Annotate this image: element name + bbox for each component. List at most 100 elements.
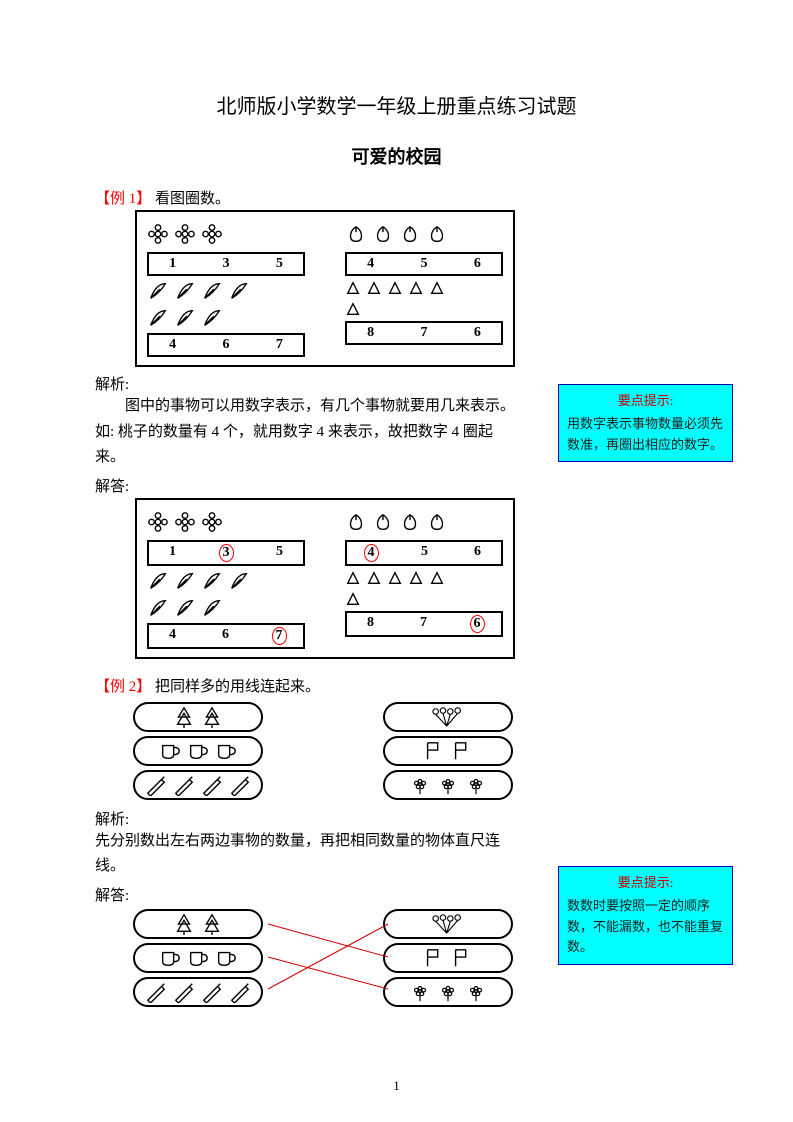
num: 1 [166,544,180,562]
flower-icon [437,981,459,1003]
tree-icon [173,913,195,935]
oval-trees [133,702,263,732]
tree-icon [173,706,195,728]
oval-trees [133,909,263,939]
flowers-numbox: 1 3 5 [147,252,305,276]
oval-cups [133,736,263,766]
triangle-icon [387,570,403,586]
oval-balloons [383,909,513,939]
num: 6 [219,627,233,645]
example2-title: 把同样多的用线连起来。 [155,679,320,695]
num: 7 [417,325,431,341]
peach-icon [372,511,394,533]
flag-icon [423,740,445,762]
flower-icon [147,223,169,245]
oval-pencils [133,770,263,800]
num: 4 [166,627,180,645]
leaves-numbox: 4 6 7 [147,333,305,357]
triangle-icon [345,280,361,296]
num: 3 [219,256,233,272]
peach-icon [426,511,448,533]
num: 5 [418,544,432,562]
example2-figure [125,698,565,804]
example2-tag: 【例 2】 [95,679,151,695]
flower-icon [437,774,459,796]
triangle-icon [345,570,361,586]
match-left [133,702,263,800]
match-left-ans [133,909,263,1007]
page-subtitle: 可爱的校园 [95,143,698,169]
leaf-icon [201,597,223,619]
flower-icon [409,774,431,796]
oval-flags [383,736,513,766]
triangles-numbox: 8 7 6 [345,321,503,345]
num: 5 [272,256,286,272]
triangle-icon [408,570,424,586]
leaves-icons [147,280,267,329]
leaf-icon [201,280,223,302]
flower-icon [201,223,223,245]
leaf-icon [147,280,169,302]
triangles-icons [345,570,445,607]
flower-icon [174,511,196,533]
triangle-icon [345,591,361,607]
pencil-icon [229,981,251,1003]
cup-icon [159,740,181,762]
num-circled: 7 [272,627,287,645]
tip1-title: 要点提示: [567,391,724,412]
num-circled: 3 [219,544,234,562]
oval-flowers [383,977,513,1007]
leaf-icon [147,307,169,329]
balloon-icon [426,913,471,935]
tip-box-2: 要点提示: 数数时要按照一定的顺序数，不能漏数，也不能重复数。 [558,866,733,965]
num: 5 [273,544,287,562]
oval-flags [383,943,513,973]
tree-icon [201,706,223,728]
match-right [383,702,513,800]
flag-icon [451,947,473,969]
pencil-icon [173,774,195,796]
num: 1 [166,256,180,272]
flag-icon [423,947,445,969]
tree-icon [201,913,223,935]
peach-icon [372,223,394,245]
num: 4 [166,337,180,353]
leaf-icon [174,307,196,329]
pencil-icon [173,981,195,1003]
cup-icon [215,740,237,762]
example1-answer-figure: 1 3 5 4 6 7 4 5 6 [135,498,515,659]
pencil-icon [145,981,167,1003]
oval-balloons [383,702,513,732]
pencil-icon [229,774,251,796]
balloon-icon [426,706,471,728]
leaf-icon [201,307,223,329]
num: 6 [219,337,233,353]
leaf-icon [174,597,196,619]
peach-icon [399,223,421,245]
analysis2-label: 解析: [95,808,698,829]
peach-icon [345,223,367,245]
num-circled: 4 [364,544,379,562]
tip1-body: 用数字表示事物数量必须先数准，再圈出相应的数字。 [567,414,724,456]
answer1-label: 解答: [95,475,698,496]
peach-icon [399,511,421,533]
oval-cups [133,943,263,973]
num: 6 [471,544,485,562]
example2-heading: 【例 2】 把同样多的用线连起来。 [95,675,698,696]
num: 5 [417,256,431,272]
triangle-icon [429,570,445,586]
cup-icon [215,947,237,969]
analysis2-text: 先分别数出左右两边事物的数量，再把相同数量的物体直尺连线。 [95,829,515,880]
cup-icon [159,947,181,969]
page-title: 北师版小学数学一年级上册重点练习试题 [95,90,698,119]
triangle-icon [429,280,445,296]
flower-icon [174,223,196,245]
pencil-icon [201,981,223,1003]
num: 4 [364,256,378,272]
pencil-icon [145,774,167,796]
triangle-icon [408,280,424,296]
triangle-icon [345,301,361,317]
triangle-icon [366,570,382,586]
analysis1-text: 图中的事物可以用数字表示，有几个事物就要用几来表示。如: 桃子的数量有 4 个，… [95,394,515,471]
leaf-icon [201,570,223,592]
